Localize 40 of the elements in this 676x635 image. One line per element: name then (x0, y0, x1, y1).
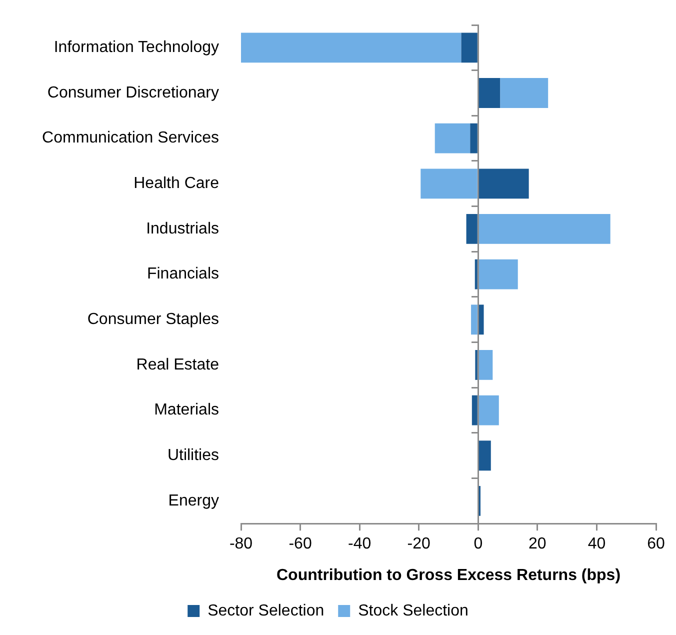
y-tick-label: Industrials (146, 220, 219, 238)
y-tick-label: Health Care (134, 175, 220, 192)
y-tick-label: Communication Services (42, 130, 219, 147)
x-tick-label: 0 (474, 536, 483, 553)
y-tick-label: Consumer Discretionary (47, 84, 219, 102)
x-axis-title: Countribution to Gross Excess Returns (bps) (276, 566, 621, 584)
bar (470, 123, 478, 154)
bar (420, 168, 478, 199)
x-tick-label: 40 (588, 536, 606, 553)
y-tick-label: Real Estate (136, 356, 220, 374)
bar (478, 350, 493, 380)
y-tick-label: Utilities (167, 447, 219, 464)
bar (241, 32, 462, 63)
bar (478, 168, 529, 199)
bar (500, 78, 548, 108)
bar (466, 214, 478, 244)
bar (478, 214, 610, 244)
y-tick-label: Information Technology (54, 39, 219, 56)
legend-label: Stock Selection (358, 602, 468, 620)
bar (478, 259, 518, 290)
y-tick-label: Financials (146, 266, 219, 283)
bar (478, 304, 484, 335)
bar (471, 304, 478, 335)
bar (478, 78, 500, 108)
legend-label: Sector Selection (208, 602, 324, 620)
bar (474, 259, 478, 290)
y-tick-label: Energy (168, 492, 219, 510)
x-tick-label: -60 (288, 536, 312, 553)
bar (478, 395, 499, 426)
y-tick-label: Consumer Staples (87, 311, 219, 328)
bar (461, 32, 478, 63)
y-tick-label: Materials (154, 402, 219, 419)
bar (472, 395, 478, 426)
x-tick-label: -40 (348, 536, 372, 553)
x-tick-label: 20 (528, 536, 546, 553)
x-tick-label: -80 (229, 536, 253, 553)
x-tick-label: 60 (647, 536, 665, 553)
bar (478, 440, 491, 471)
x-tick-label: -20 (407, 536, 431, 553)
bar (434, 123, 470, 154)
